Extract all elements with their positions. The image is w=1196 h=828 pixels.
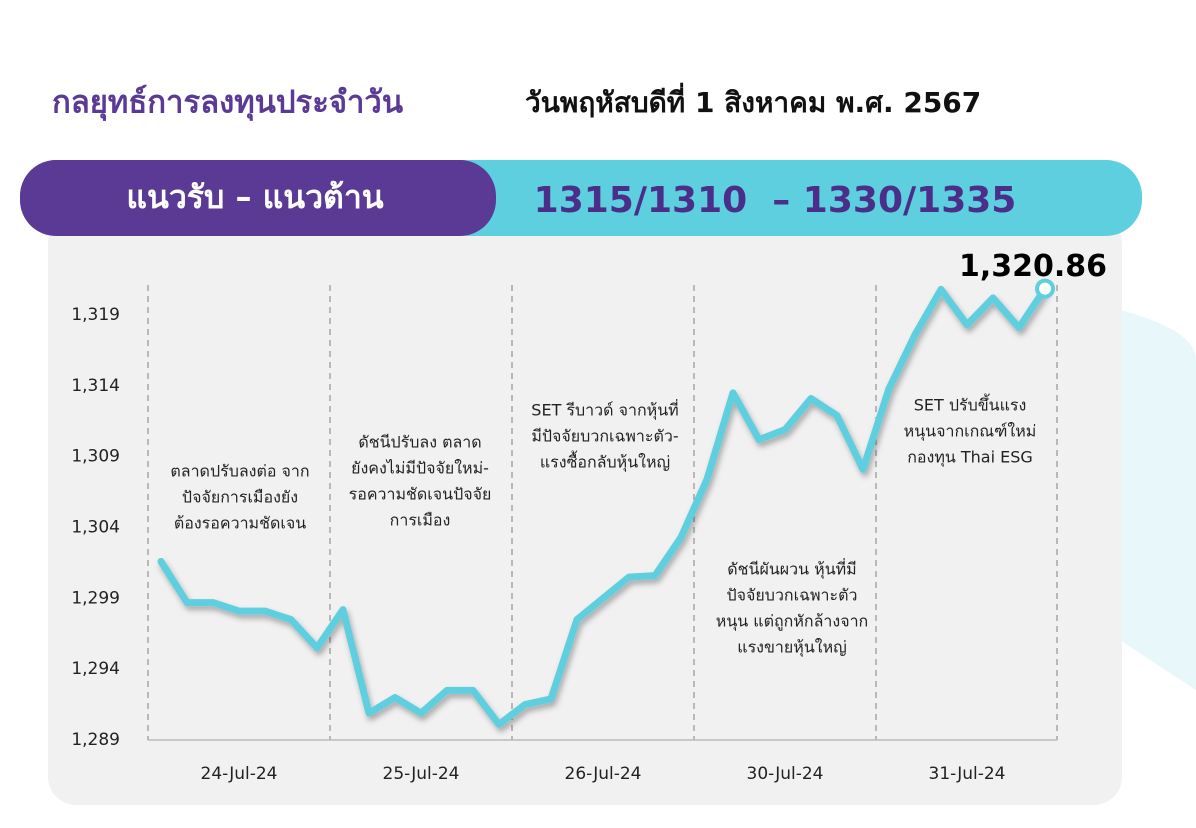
y-tick-label: 1,299	[71, 588, 120, 608]
y-tick-label: 1,314	[71, 376, 120, 396]
annotation: แรงซื้อกลับหุ้นใหญ่	[540, 451, 670, 473]
annotation: ดัชนีผันผวน หุ้นที่มี	[727, 558, 856, 580]
annotation: กองทุน Thai ESG	[907, 448, 1033, 468]
decor	[1120, 310, 1196, 690]
annotation: ดัชนีปรับลง ตลาด	[358, 433, 481, 452]
x-tick-label: 24-Jul-24	[201, 764, 278, 784]
annotation: ยังคงไม่มีปัจจัยใหม่-	[351, 459, 489, 478]
banner-levels: 1315/1310 – 1330/1335	[534, 180, 1017, 221]
y-tick-label: 1,289	[71, 730, 120, 750]
title: กลยุทธ์การลงทุนประจำวัน	[52, 85, 403, 122]
x-tick-label: 26-Jul-24	[565, 764, 642, 784]
banner-label: แนวรับ – แนวต้าน	[126, 178, 383, 216]
y-tick-label: 1,309	[71, 447, 120, 467]
annotation: ตลาดปรับลงต่อ จาก	[170, 462, 309, 481]
date: วันพฤหัสบดีที่ 1 สิงหาคม พ.ศ. 2567	[525, 82, 981, 119]
annotation: แรงขายหุ้นใหญ่	[737, 638, 847, 658]
annotation: SET รีบาวด์ จากหุ้นที่	[531, 399, 678, 421]
value-label: 1,320.86	[959, 249, 1107, 284]
annotation: หนุนจากเกณฑ์ใหม่	[904, 422, 1037, 442]
y-tick-label: 1,304	[71, 517, 120, 537]
banner-label-bg	[20, 160, 496, 236]
separators	[147, 285, 1058, 740]
last-point	[1035, 278, 1055, 299]
annotation: ปัจจัยการเมืองยัง	[182, 488, 298, 507]
x-tick-label: 30-Jul-24	[747, 764, 824, 784]
x-tick-label: 25-Jul-24	[383, 764, 460, 784]
annotation: ต้องรอความชัดเจน	[174, 514, 306, 533]
annotation: รอความชัดเจนปัจจัย	[349, 485, 492, 504]
annotation: หนุน แต่ถูกหักล้างจาก	[716, 612, 868, 632]
annotation: การเมือง	[390, 511, 451, 530]
annotation: มีปัจจัยบวกเฉพาะตัว-	[531, 427, 678, 446]
y-tick-label: 1,294	[71, 659, 120, 679]
annotation: SET ปรับขึ้นแรง	[914, 394, 1027, 415]
annotation: ปัจจัยบวกเฉพาะตัว	[727, 586, 858, 605]
y-tick-label: 1,319	[71, 305, 120, 325]
price-line	[157, 285, 1049, 728]
x-tick-label: 31-Jul-24	[929, 764, 1006, 784]
chart-panel	[48, 215, 1122, 805]
